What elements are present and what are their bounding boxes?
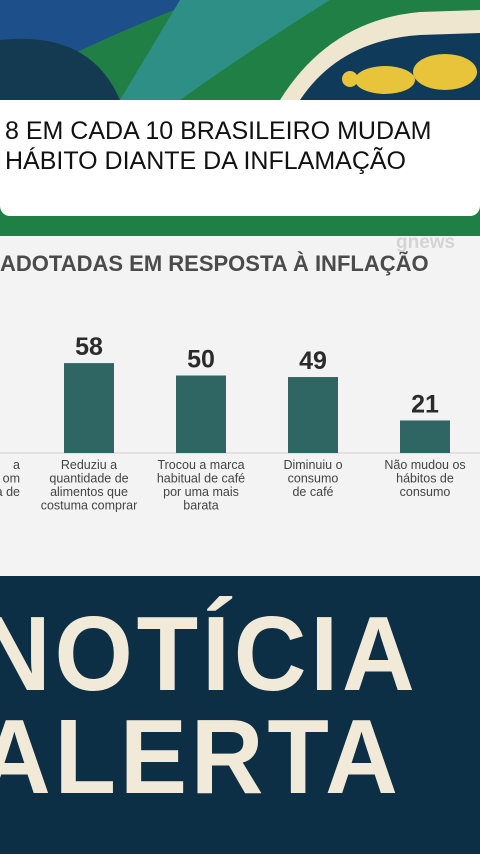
bar-2 xyxy=(176,375,226,453)
category-label-3: Diminuiu o consumo de café xyxy=(283,458,342,499)
data-label-2: 50 xyxy=(187,346,215,374)
category-label-0: aoma de xyxy=(0,458,20,499)
headline-line-1: 8 EM CADA 10 BRASILEIRO MUDAM xyxy=(5,117,432,145)
navy-shape xyxy=(0,38,120,100)
yellow-blob-1 xyxy=(355,66,415,94)
chart-title: ADOTADAS EM RESPOSTA À INFLAÇÃO xyxy=(0,251,429,276)
bar-4 xyxy=(400,420,450,453)
headline-card xyxy=(0,100,480,216)
bar-1 xyxy=(64,363,114,453)
headline-line-2: HÁBITO DIANTE DA INFLAMAÇÃO xyxy=(5,147,407,175)
brand-logo: gnews xyxy=(396,232,456,253)
category-label-4: Não mudou os hábitos de consumo xyxy=(384,458,465,499)
headline: 8 EM CADA 10 BRASILEIRO MUDAM HÁBITO DIA… xyxy=(5,116,480,176)
bottom-banner xyxy=(0,576,480,854)
bar-3 xyxy=(288,377,338,453)
blue-band xyxy=(0,0,200,95)
yellow-dot xyxy=(342,71,358,87)
data-label-4: 21 xyxy=(411,390,439,418)
yellow-blob-2 xyxy=(413,54,477,90)
data-label-3: 49 xyxy=(299,347,327,375)
banner-word-alerta: ALERTA xyxy=(0,698,402,816)
category-label-1: Reduziu a quantidade de alimentos que costu… xyxy=(41,458,138,513)
category-label-2: Trocou a marca habitual de café por uma ma… xyxy=(157,458,245,513)
banner-word-noticia: NOTÍCIA xyxy=(0,595,419,713)
teal-diagonal xyxy=(120,0,330,100)
data-label-1: 58 xyxy=(75,333,103,361)
